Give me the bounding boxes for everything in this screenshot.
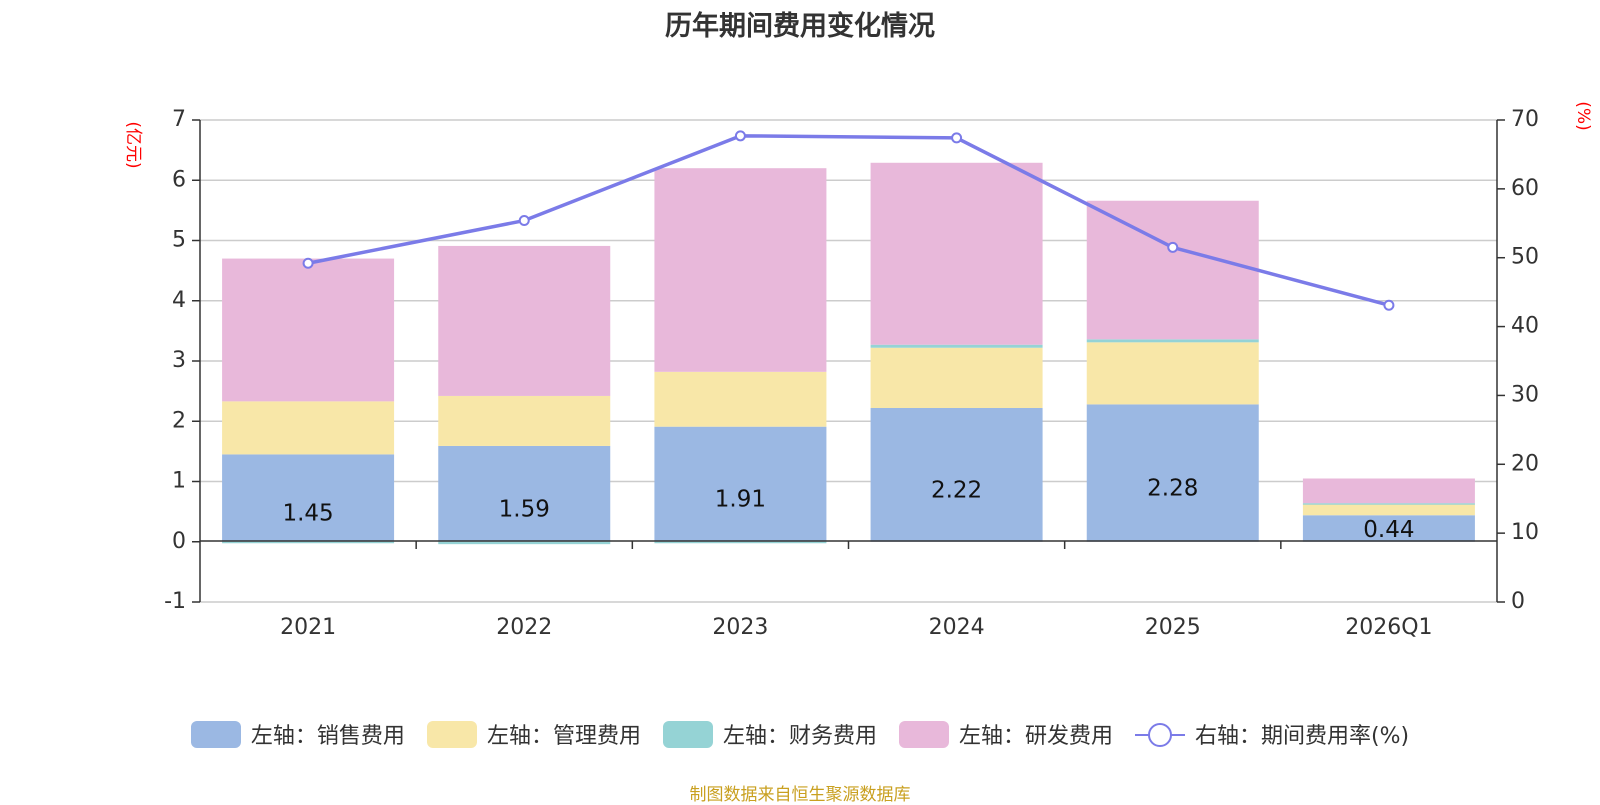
bar-segment-2023-s1	[654, 371, 827, 427]
expense-rate-point-2024	[951, 132, 963, 144]
right-axis-tick-label: 50	[1511, 245, 1539, 270]
bar-segment-2021-s2	[222, 541, 395, 544]
left-axis-tick-label: 3	[172, 348, 186, 373]
bar-segment-2022-s0	[438, 445, 611, 542]
bar-layer	[222, 162, 1475, 545]
right-axis-tick-label: 60	[1511, 176, 1539, 201]
bar-segment-2021-s3	[222, 258, 395, 402]
left-axis-tick-label: 7	[172, 107, 186, 132]
legend-item-admin[interactable]: 左轴：管理费用	[426, 718, 641, 750]
line-layer	[302, 130, 1395, 311]
bar-segment-2024-s1	[870, 347, 1043, 408]
bar-segment-2024-s2	[870, 344, 1043, 348]
bar-segment-2024-s0	[870, 407, 1043, 542]
legend-swatch-finance	[662, 720, 713, 748]
left-axis-tick-label: 2	[172, 408, 186, 433]
legend-swatch-admin	[426, 720, 477, 748]
bar-segment-2025-s1	[1086, 342, 1259, 405]
label-layer: 1.45 1.59 1.91 2.22 2.28 0.44	[282, 476, 1414, 543]
bar-segment-2022-s2	[438, 541, 611, 545]
legend-swatch-rd	[898, 720, 949, 748]
bar-segment-2021-s1	[222, 401, 395, 455]
x-axis-tick-label: 2023	[712, 615, 768, 640]
right-axis-tick-label: 30	[1511, 382, 1539, 407]
left-axis-tick-label: 0	[172, 529, 186, 554]
legend-label-sales: 左轴：销售费用	[250, 724, 405, 749]
legend-swatch-expense-rate	[1134, 721, 1185, 748]
bar-segment-2026Q1-s1	[1302, 503, 1475, 516]
bar-data-label: 0.44	[1363, 517, 1414, 543]
bar-segment-2026Q1-s0	[1302, 515, 1475, 542]
bar-segment-2025-s0	[1086, 404, 1259, 542]
legend-item-rd[interactable]: 左轴：研发费用	[898, 718, 1113, 750]
legend-item-finance[interactable]: 左轴：财务费用	[662, 718, 877, 750]
bar-data-label: 1.91	[715, 487, 766, 513]
right-axis-tick-label: 20	[1511, 451, 1539, 476]
bar-segment-2023-s3	[654, 168, 827, 372]
data-source-note: 制图数据来自恒生聚源数据库	[689, 785, 911, 805]
right-axis-tick-label: 0	[1511, 589, 1525, 614]
legend-label-admin: 左轴：管理费用	[486, 724, 641, 749]
expense-rate-point-2026Q1	[1383, 299, 1395, 311]
bar-segment-2025-s3	[1086, 200, 1259, 340]
left-axis-tick-label: -1	[164, 589, 186, 614]
right-axis-tick-label: 10	[1511, 520, 1539, 545]
x-axis-tick-label: 2024	[929, 615, 985, 640]
legend-label-finance: 左轴：财务费用	[722, 724, 877, 749]
bar-segment-2022-s1	[438, 395, 611, 446]
bar-data-label: 2.28	[1147, 476, 1198, 502]
bar-segment-2022-s3	[438, 245, 611, 396]
chart-title: 历年期间费用变化情况	[665, 11, 935, 42]
left-axis-tick-label: 1	[172, 469, 186, 494]
x-axis-tick-label: 2022	[496, 615, 552, 640]
legend-label-expense-rate: 右轴：期间费用率(%)	[1194, 724, 1410, 749]
legend: 左轴：销售费用 左轴：管理费用 左轴：财务费用 左轴：研发费用 右轴：期间费用率…	[0, 718, 1600, 750]
right-axis-tick-label: 70	[1511, 107, 1539, 132]
expense-rate-point-2025	[1167, 241, 1179, 253]
left-axis-tick-label: 5	[172, 228, 186, 253]
legend-item-sales[interactable]: 左轴：销售费用	[190, 718, 405, 750]
expense-rate-point-2022	[518, 215, 530, 227]
left-axis-tick-label: 4	[172, 288, 186, 313]
bar-data-label: 1.45	[282, 501, 333, 527]
bar-segment-2025-s2	[1086, 339, 1259, 343]
legend-item-expense-rate[interactable]: 右轴：期间费用率(%)	[1134, 718, 1410, 750]
left-axis-unit: (亿元)	[123, 121, 143, 168]
left-axis-tick-label: 6	[172, 167, 186, 192]
bar-segment-2023-s2	[654, 541, 827, 544]
right-axis-tick-label: 40	[1511, 314, 1539, 339]
x-axis-tick-label: 2026Q1	[1345, 615, 1432, 640]
bar-segment-2021-s0	[222, 454, 395, 542]
x-axis-tick-label: 2021	[280, 615, 336, 640]
expense-rate-line	[307, 134, 1390, 307]
bar-data-label: 1.59	[499, 496, 550, 522]
legend-swatch-sales	[190, 720, 241, 748]
grid-layer	[200, 119, 1497, 603]
bar-data-label: 2.22	[931, 477, 982, 503]
bar-segment-2023-s0	[654, 426, 827, 542]
right-axis-unit: (%)	[1573, 101, 1593, 130]
expense-rate-point-2021	[302, 257, 314, 269]
expense-rate-point-2023	[734, 130, 746, 142]
bar-segment-2026Q1-s3	[1302, 478, 1475, 504]
bar-segment-2024-s3	[870, 162, 1043, 345]
bar-segment-2026Q1-s2	[1302, 503, 1475, 505]
x-axis-tick-label: 2025	[1145, 615, 1201, 640]
legend-label-rd: 左轴：研发费用	[958, 724, 1113, 749]
